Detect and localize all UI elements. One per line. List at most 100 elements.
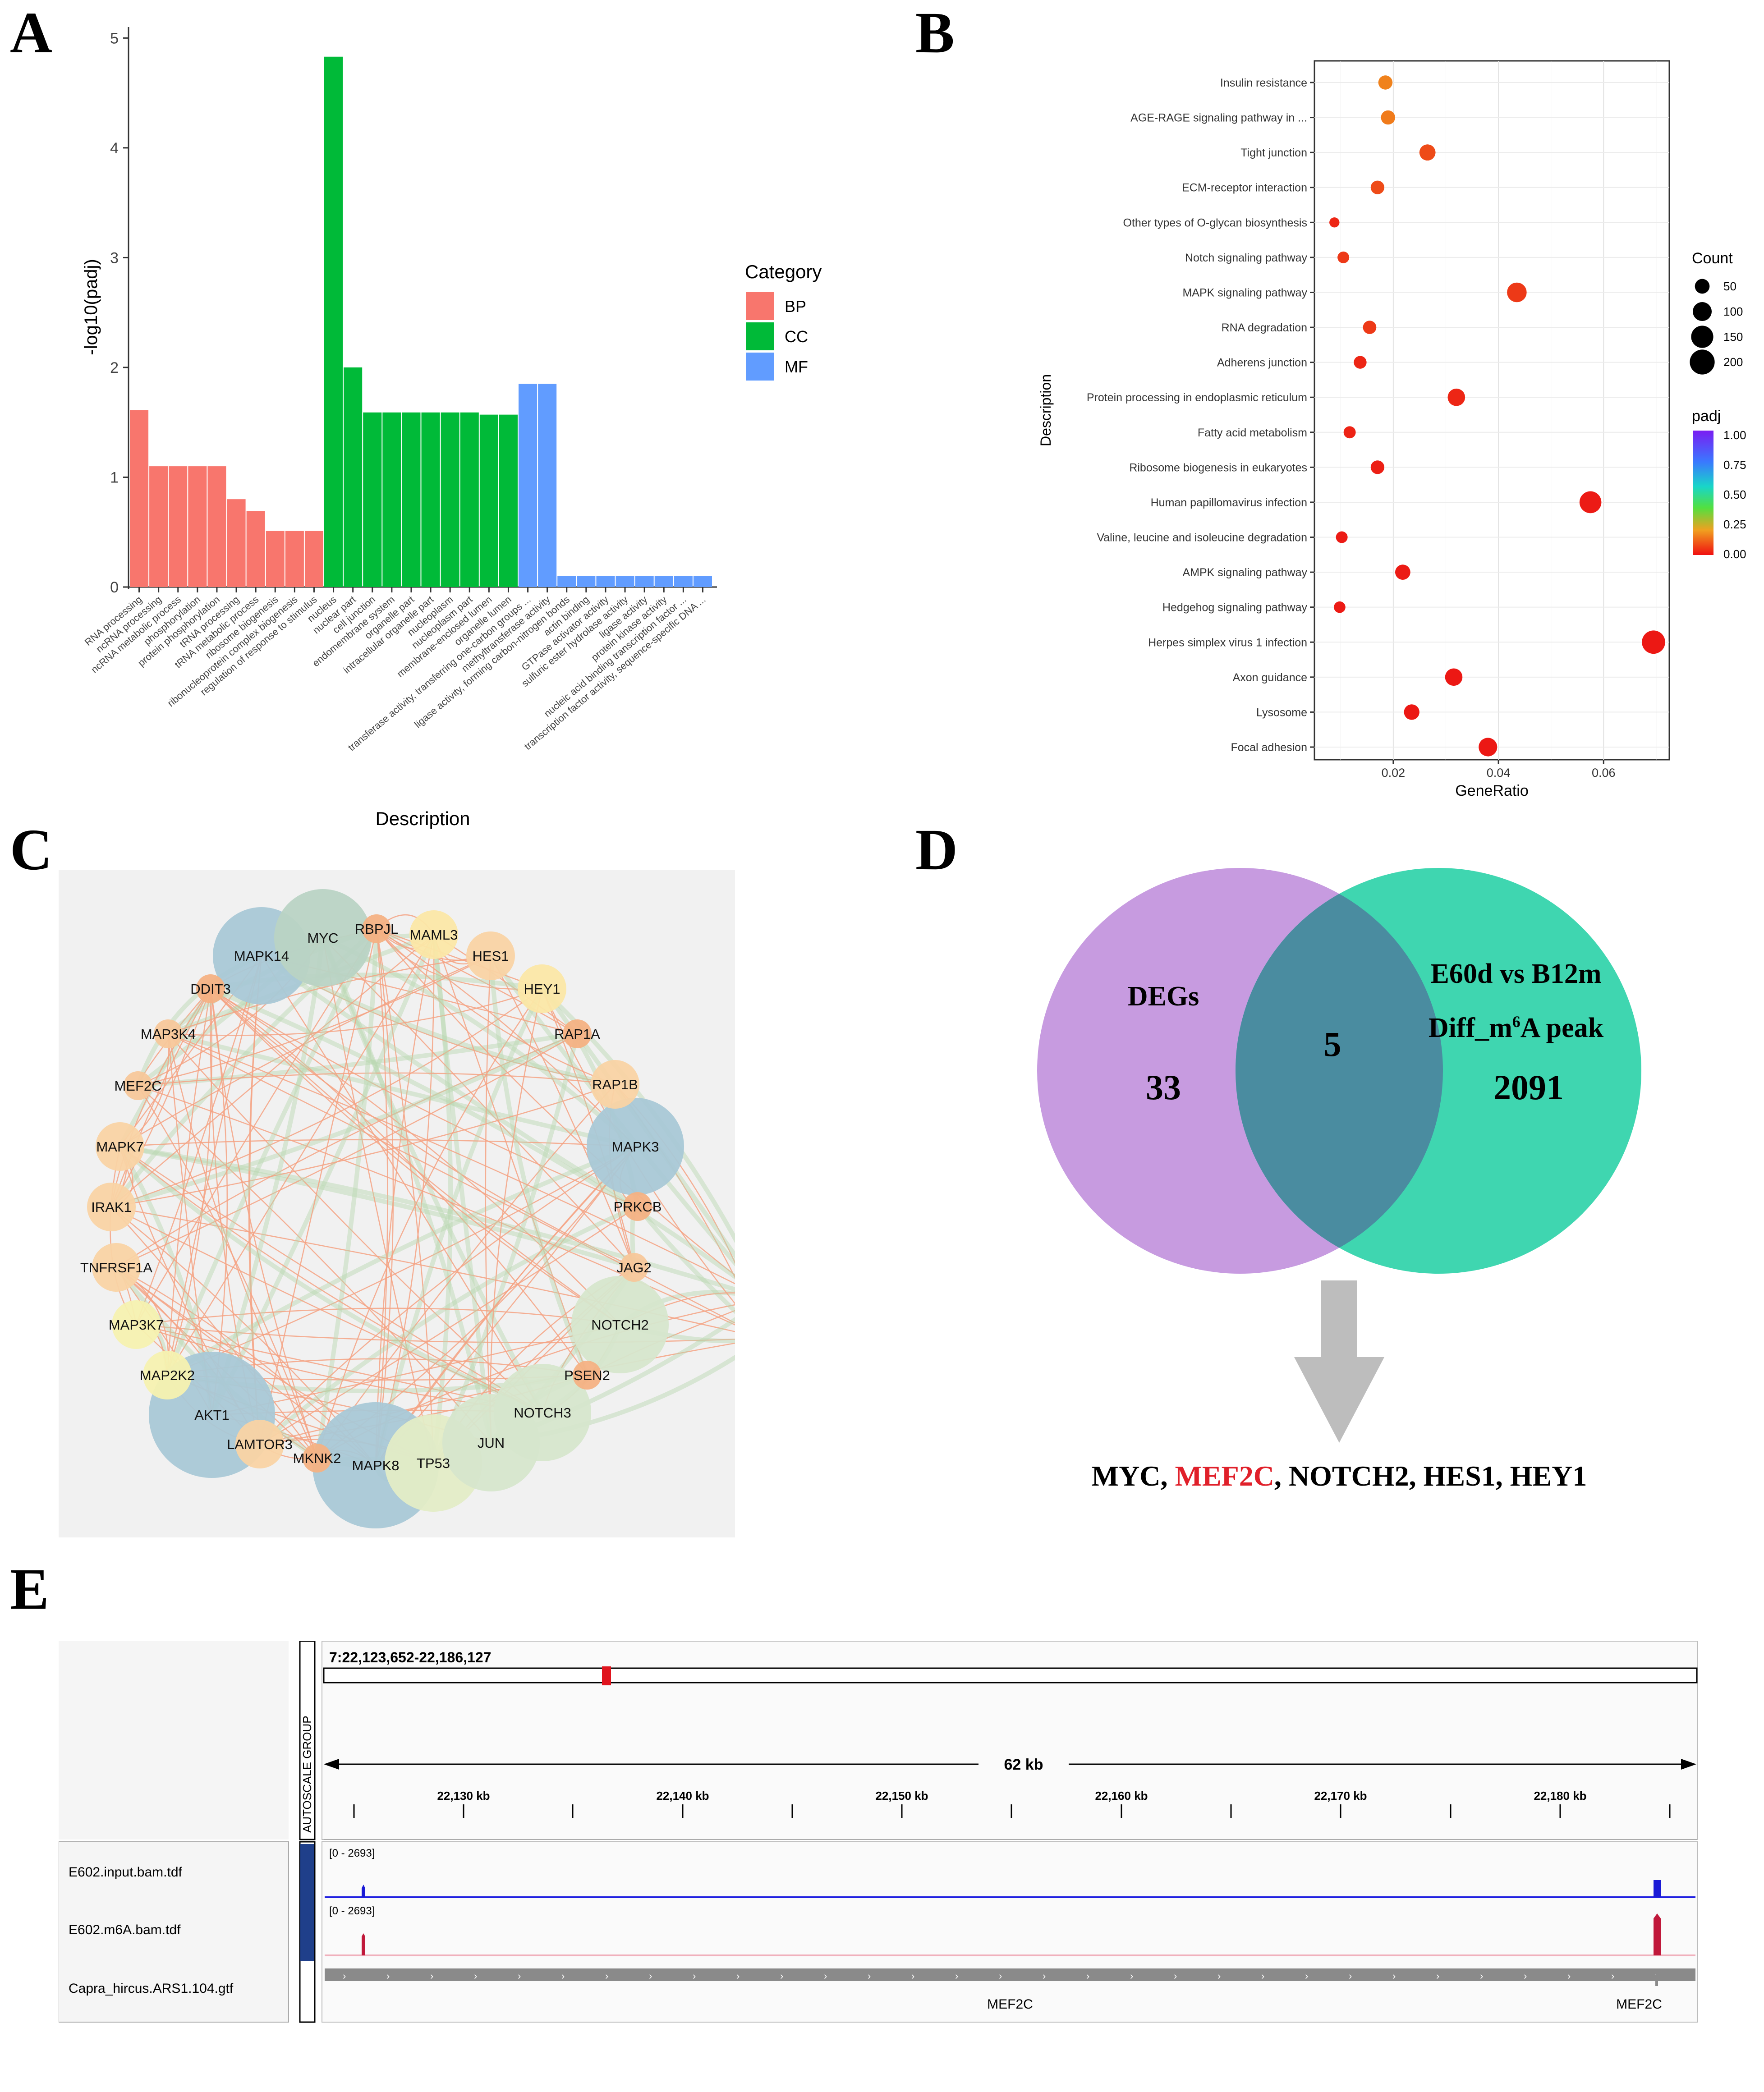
b-size-legend-label: 50 bbox=[1723, 280, 1736, 293]
c-node-label: DDIT3 bbox=[190, 981, 231, 997]
b-x-tick-label: 0.06 bbox=[1592, 766, 1616, 780]
c-edge bbox=[111, 1206, 543, 1413]
c-edge bbox=[316, 1084, 616, 1459]
a-bar bbox=[441, 412, 459, 587]
igv-ruler-label: 22,150 kb bbox=[875, 1789, 928, 1803]
a-bar bbox=[130, 410, 149, 587]
c-node[interactable] bbox=[563, 1019, 592, 1048]
c-edge bbox=[210, 986, 735, 1280]
panel-label-d: D bbox=[915, 817, 958, 882]
c-node[interactable] bbox=[96, 1122, 144, 1171]
c-edge bbox=[111, 1207, 317, 1459]
b-x-tick-label: 0.02 bbox=[1382, 766, 1406, 780]
c-node-label: JUN bbox=[478, 1435, 505, 1451]
c-nodes: MYC MAPK14 RBPJL MAML3 HES1 HEY1 DDIT3 MAP3K4 RA… bbox=[80, 889, 684, 1528]
c-node[interactable] bbox=[623, 1192, 652, 1221]
igv-track-name-m6a[interactable]: E602.m6A.bam.tdf bbox=[69, 1922, 181, 1937]
c-edge bbox=[110, 1032, 579, 1209]
a-bar bbox=[577, 576, 596, 587]
c-node-label: RAP1A bbox=[554, 1026, 600, 1042]
venn-gene: HES1 bbox=[1424, 1460, 1496, 1492]
igv-strand-arrow: › bbox=[999, 1970, 1002, 1982]
c-node[interactable] bbox=[573, 1361, 602, 1390]
c-node[interactable] bbox=[124, 1071, 152, 1100]
a-y-tick-label: 5 bbox=[110, 30, 119, 47]
c-node[interactable] bbox=[620, 1253, 648, 1282]
igv-strand-arrow: › bbox=[1480, 1970, 1483, 1982]
c-node-label: MAPK7 bbox=[96, 1139, 143, 1155]
b-color-legend-bar bbox=[1693, 431, 1713, 555]
c-node-label: PRKCB bbox=[614, 1199, 662, 1215]
a-bar bbox=[169, 466, 188, 587]
venn-gene: MYC bbox=[1092, 1460, 1161, 1492]
a-y-tick-label: 0 bbox=[110, 579, 119, 596]
b-color-legend-label: 0.50 bbox=[1723, 488, 1746, 501]
igv-span-label-bg bbox=[978, 1755, 1069, 1773]
c-edge bbox=[259, 1146, 636, 1445]
c-node[interactable] bbox=[494, 1364, 591, 1461]
igv-track-name-input[interactable]: E602.input.bam.tdf bbox=[69, 1865, 183, 1880]
c-node[interactable] bbox=[87, 1183, 136, 1231]
c-node[interactable] bbox=[571, 1276, 669, 1373]
igv-attr-input bbox=[300, 1844, 314, 1903]
b-color-legend-label: 0.00 bbox=[1723, 547, 1746, 561]
igv-gene-end-marker bbox=[1655, 1975, 1658, 1986]
c-node[interactable] bbox=[466, 931, 515, 980]
a-bar bbox=[654, 576, 673, 587]
c-node[interactable] bbox=[143, 1351, 192, 1399]
b-size-legend-label: 150 bbox=[1723, 330, 1743, 344]
igv-strand-arrow: › bbox=[780, 1970, 783, 1982]
b-point bbox=[1479, 738, 1498, 757]
c-edge bbox=[376, 928, 636, 1147]
b-point bbox=[1370, 180, 1385, 194]
c-node[interactable] bbox=[362, 914, 391, 943]
c-edge bbox=[321, 937, 545, 1414]
igv-strand-arrow: › bbox=[561, 1970, 565, 1982]
venn-overlap bbox=[1236, 868, 1443, 1274]
c-edge bbox=[110, 988, 211, 1207]
igv-strand-arrow: › bbox=[693, 1970, 696, 1982]
c-node[interactable] bbox=[92, 1243, 141, 1292]
c-node-label: TP53 bbox=[417, 1455, 450, 1471]
b-y-tick-label: Hedgehog signaling pathway bbox=[1162, 601, 1308, 614]
c-node[interactable] bbox=[154, 1019, 183, 1048]
igv-strand-arrow: › bbox=[1174, 1970, 1177, 1982]
igv-strand-arrow: › bbox=[1611, 1970, 1614, 1982]
c-node[interactable] bbox=[518, 964, 566, 1013]
venn-left-count: 33 bbox=[1146, 1068, 1181, 1107]
c-node[interactable] bbox=[587, 1098, 684, 1195]
a-bar bbox=[246, 511, 265, 587]
igv-track-range-m6a: [0 - 2693] bbox=[329, 1905, 375, 1917]
igv-strand-arrow: › bbox=[955, 1970, 958, 1982]
c-edge bbox=[135, 955, 262, 1325]
a-bar bbox=[421, 412, 440, 587]
c-node-label: NOTCH2 bbox=[591, 1317, 648, 1333]
c-node[interactable] bbox=[303, 1444, 331, 1473]
c-edge bbox=[259, 1206, 638, 1445]
b-point bbox=[1381, 110, 1395, 125]
igv-strand-arrow: › bbox=[474, 1970, 477, 1982]
c-edge bbox=[210, 988, 620, 1326]
a-y-tick-label: 1 bbox=[110, 469, 119, 486]
igv-strand-arrow: › bbox=[736, 1970, 740, 1982]
igv-track-name-gtf[interactable]: Capra_hircus.ARS1.104.gtf bbox=[69, 1981, 234, 1996]
c-node[interactable] bbox=[591, 1060, 639, 1109]
c-edge bbox=[260, 954, 639, 1209]
a-legend-key bbox=[746, 292, 774, 320]
c-node[interactable] bbox=[112, 1300, 161, 1349]
c-edge bbox=[166, 988, 211, 1376]
venn-gene: NOTCH2 bbox=[1289, 1460, 1409, 1492]
igv-strand-arrow: › bbox=[1567, 1970, 1571, 1982]
c-node[interactable] bbox=[409, 910, 458, 959]
igv-ruler-label: 22,180 kb bbox=[1534, 1789, 1586, 1803]
a-bar bbox=[188, 466, 207, 587]
c-node[interactable] bbox=[235, 1420, 284, 1468]
b-plot-frame bbox=[1314, 60, 1670, 761]
c-node[interactable] bbox=[274, 889, 372, 986]
venn-right-count: 2091 bbox=[1493, 1068, 1564, 1107]
b-point bbox=[1354, 356, 1367, 369]
c-node[interactable] bbox=[196, 974, 225, 1003]
igv-data-panel bbox=[322, 1841, 1698, 2023]
igv-strand-arrow: › bbox=[1130, 1970, 1133, 1982]
a-legend-key bbox=[746, 322, 774, 350]
